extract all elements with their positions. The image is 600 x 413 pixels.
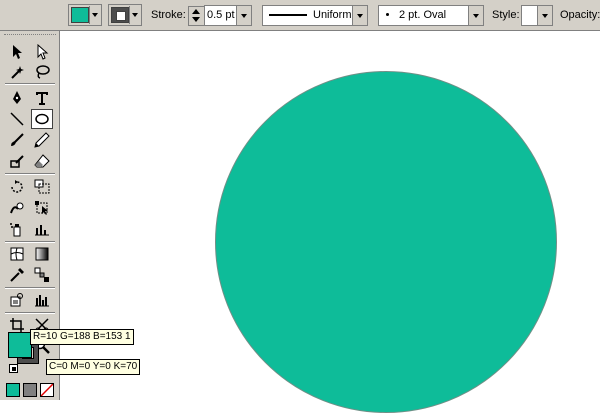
mesh-icon xyxy=(10,247,24,261)
stroke-label: Stroke: xyxy=(151,9,186,21)
blend-tool[interactable] xyxy=(31,265,53,285)
lasso-icon xyxy=(36,65,50,79)
default-colors-icon[interactable] xyxy=(9,364,18,373)
eraser-tool[interactable] xyxy=(31,151,53,171)
pencil-tool[interactable] xyxy=(31,130,53,150)
pencil-icon xyxy=(34,132,50,148)
style-label: Style: xyxy=(492,9,520,21)
bar-graph-icon xyxy=(35,295,49,307)
profile-dropdown[interactable] xyxy=(352,6,367,25)
stroke-color-tooltip: C=0 M=0 Y=0 K=70 xyxy=(46,359,141,375)
slice-icon xyxy=(10,293,23,307)
type-tool[interactable] xyxy=(31,88,53,108)
artboard-canvas[interactable] xyxy=(61,31,600,413)
column-graph-tool[interactable] xyxy=(31,219,53,239)
stroke-weight-value: 0.5 pt xyxy=(207,9,235,21)
ellipse-tool[interactable] xyxy=(31,109,53,129)
paintbrush-tool[interactable] xyxy=(6,130,28,150)
stroke-weight-stepper[interactable] xyxy=(188,6,205,26)
rotate-icon xyxy=(11,180,23,193)
color-mode-button[interactable] xyxy=(6,383,20,397)
brush-definition-select[interactable]: 2 pt. Oval xyxy=(378,5,484,26)
free-transform-icon xyxy=(35,201,48,215)
scale-icon xyxy=(34,179,50,194)
type-icon xyxy=(36,92,48,105)
symbol-sprayer-tool[interactable] xyxy=(6,219,28,239)
gradient-tool[interactable] xyxy=(31,244,53,264)
line-segment-tool[interactable] xyxy=(6,109,28,129)
direct-selection-tool[interactable] xyxy=(31,42,53,62)
profile-line-preview xyxy=(269,14,307,16)
paintbrush-icon xyxy=(11,133,24,146)
pen-tool[interactable] xyxy=(6,88,28,108)
panel-grip[interactable] xyxy=(4,34,56,38)
crop-icon xyxy=(10,318,24,332)
warp-icon xyxy=(10,202,24,214)
stroke-profile-select[interactable]: Uniform xyxy=(262,5,368,26)
magic-wand-icon xyxy=(11,66,24,79)
ellipse-icon xyxy=(35,113,49,125)
blob-brush-tool[interactable] xyxy=(6,151,28,171)
line-icon xyxy=(10,112,24,126)
blob-brush-icon xyxy=(10,155,24,168)
warp-tool[interactable] xyxy=(6,198,28,218)
selection-tool[interactable] xyxy=(6,42,28,62)
blend-icon xyxy=(34,267,49,282)
scale-tool[interactable] xyxy=(31,177,53,197)
profile-label: Uniform xyxy=(313,9,352,21)
brush-label: 2 pt. Oval xyxy=(399,9,447,21)
gradient-mode-button[interactable] xyxy=(23,383,37,397)
fill-swatch-button[interactable] xyxy=(68,4,102,26)
graph-tool-b[interactable] xyxy=(31,290,53,310)
symbol-sprayer-icon xyxy=(10,223,21,237)
graphic-style-select[interactable] xyxy=(521,5,553,26)
eyedropper-icon xyxy=(10,268,24,282)
pen-icon xyxy=(13,91,21,104)
stroke-weight-dropdown[interactable] xyxy=(236,6,251,25)
column-graph-icon xyxy=(35,225,49,236)
magic-wand-tool[interactable] xyxy=(6,62,28,82)
slice-tool-a[interactable] xyxy=(6,290,28,310)
free-transform-tool[interactable] xyxy=(31,198,53,218)
stroke-swatch-icon xyxy=(111,7,129,23)
gradient-icon xyxy=(35,247,49,261)
fill-swatch-icon xyxy=(71,7,89,23)
oval-shape[interactable] xyxy=(215,71,557,413)
fill-color-swatch[interactable] xyxy=(8,332,32,358)
crop-tool[interactable] xyxy=(6,315,28,335)
control-bar: Stroke: 0.5 pt Uniform 2 pt. Oval Style:… xyxy=(0,0,600,31)
eraser-icon xyxy=(34,154,50,168)
selection-icon xyxy=(13,45,22,59)
lasso-tool[interactable] xyxy=(31,62,53,82)
brush-dropdown[interactable] xyxy=(468,6,483,25)
fill-dropdown-arrow[interactable] xyxy=(89,6,100,24)
eyedropper-tool[interactable] xyxy=(6,265,28,285)
style-dropdown[interactable] xyxy=(537,6,552,25)
stroke-swatch-button[interactable] xyxy=(108,4,142,26)
mesh-tool[interactable] xyxy=(6,244,28,264)
direct-selection-icon xyxy=(37,44,49,60)
opacity-label: Opacity: xyxy=(560,9,600,21)
stroke-weight-field[interactable]: 0.5 pt xyxy=(204,5,252,26)
none-mode-button[interactable] xyxy=(40,383,54,397)
fill-color-tooltip: R=10 G=188 B=153 1 xyxy=(30,329,134,345)
none-icon xyxy=(40,383,54,397)
brush-dot-icon xyxy=(386,13,389,16)
rotate-tool[interactable] xyxy=(6,177,28,197)
stroke-dropdown-arrow[interactable] xyxy=(129,6,140,24)
